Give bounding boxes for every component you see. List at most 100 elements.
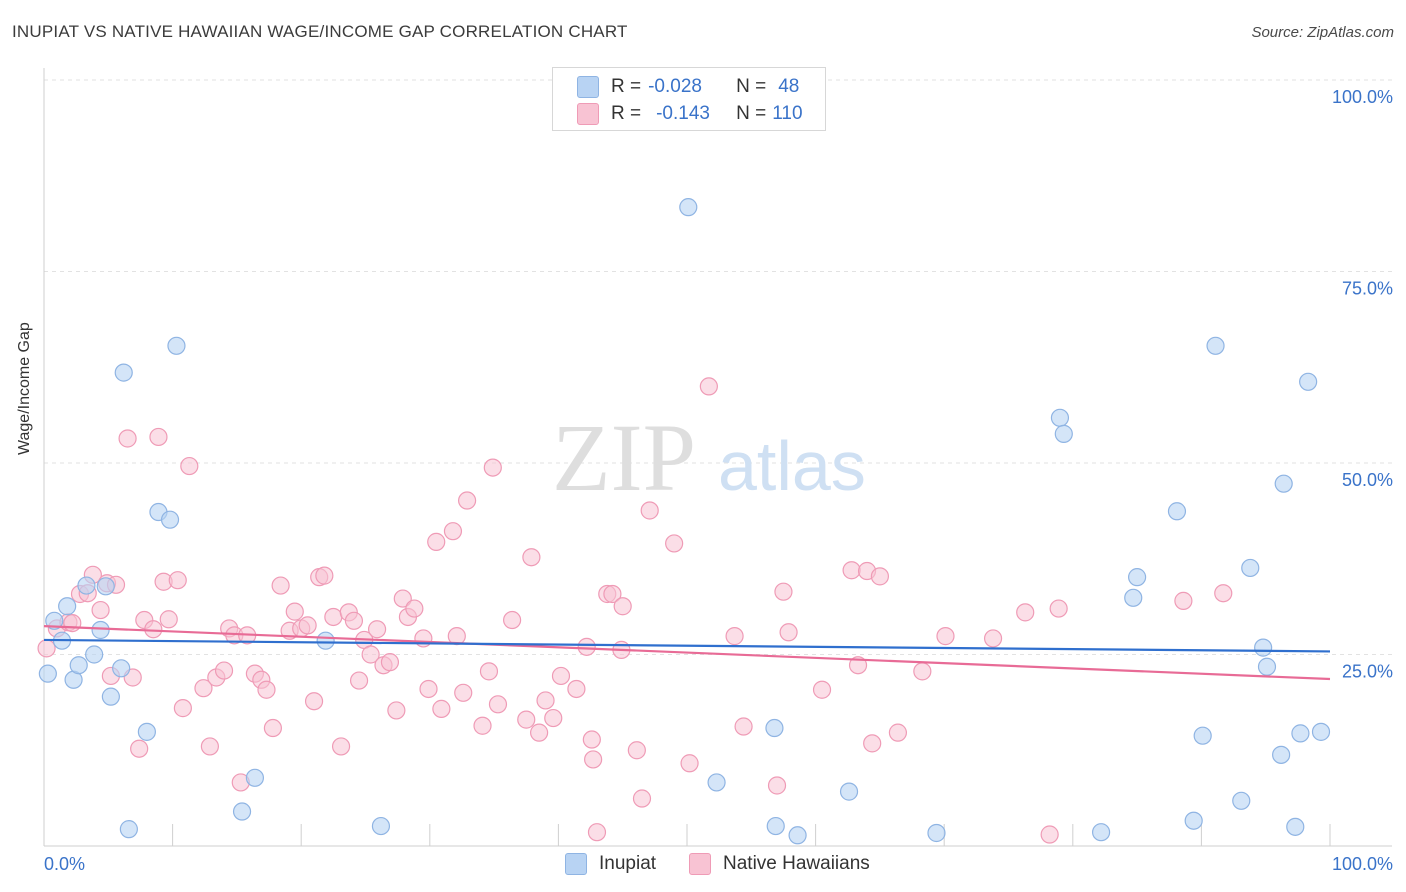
inupiat-point [707, 773, 726, 792]
inupiat-point [1127, 568, 1147, 587]
inupiat-point [1272, 745, 1291, 764]
inupiat-swatch [577, 76, 599, 98]
native-hawaiian-point [603, 584, 622, 604]
native-hawaiian-point [779, 623, 798, 642]
native-hawaiian-point [488, 695, 508, 714]
legend-label-native-hawaiians: Native Hawaiians [723, 853, 870, 874]
series-inupiat [38, 198, 1331, 845]
native-hawaiian-point [285, 602, 304, 621]
native-hawaiian-trend-line [43, 625, 1331, 681]
x-tick-label: 0.0% [44, 854, 85, 874]
r-label: R = [611, 103, 642, 124]
legend-row-native-hawaiians: R = -0.143 N = 110 [577, 102, 803, 126]
inupiat-point [38, 664, 57, 683]
n-label: N = [736, 103, 767, 124]
native-hawaiian-point [479, 662, 499, 681]
native-hawaiian-point [1174, 591, 1193, 610]
native-hawaiian-point [587, 823, 607, 842]
native-hawaiian-point [159, 610, 178, 629]
native-hawaiian-point [632, 789, 652, 808]
y-tick-label: 75.0% [1342, 279, 1393, 299]
inupiat-point [1241, 558, 1260, 578]
native-hawaiian-point [725, 627, 744, 646]
legend-row-inupiat: R = -0.028 N = 48 [577, 75, 799, 99]
native-hawaiian-point [304, 692, 324, 711]
native-hawaiian-point [767, 776, 787, 795]
r-value: -0.143 [656, 103, 710, 124]
native-hawaiian-point [361, 645, 380, 664]
native-hawaiian-point [144, 620, 163, 639]
inupiat-point [112, 659, 131, 678]
series-native-hawaiians [37, 377, 1233, 844]
native-hawaiian-point [812, 680, 832, 699]
native-hawaiian-point [405, 599, 424, 618]
watermark-zip: ZIP [552, 404, 696, 511]
native-hawaiians-swatch [689, 853, 711, 875]
native-hawaiian-point [298, 616, 317, 635]
native-hawaiian-point [200, 737, 219, 756]
correlation-legend: R = -0.028 N = 48 R = -0.143 N = 110 [552, 67, 826, 131]
inupiat-point [160, 510, 180, 529]
inupiat-point [137, 722, 156, 741]
native-hawaiian-point [665, 534, 684, 553]
inupiat-point [1206, 336, 1225, 355]
inupiat-point [114, 363, 133, 382]
native-hawaiian-point [551, 666, 571, 686]
watermark: ZIP atlas [552, 404, 866, 511]
inupiat-point [316, 631, 335, 650]
y-axis-label: Wage/Income Gap [16, 322, 33, 455]
native-hawaiian-point [324, 607, 343, 627]
inupiat-point [1050, 408, 1070, 427]
native-hawaiian-point [983, 629, 1003, 648]
inupiat-point [927, 823, 946, 843]
native-hawaiian-point [91, 600, 110, 620]
native-hawaiian-point [483, 458, 502, 477]
watermark-atlas: atlas [718, 427, 866, 505]
native-hawaiian-point [168, 571, 187, 590]
source-label: Source: ZipAtlas.com [1251, 24, 1394, 41]
native-hawaiian-point [380, 653, 400, 672]
inupiat-point [1311, 722, 1331, 741]
inupiat-point [1286, 817, 1305, 836]
native-hawaiian-point [517, 710, 536, 729]
inupiat-point [1299, 372, 1318, 391]
inupiat-point [1193, 726, 1212, 745]
bottom-legend-inupiat: Inupiat [565, 852, 656, 876]
native-hawaiian-point [194, 679, 213, 698]
inupiat-point [91, 620, 110, 640]
trend-lines [43, 625, 1331, 681]
native-hawaiians-swatch [577, 103, 599, 125]
y-tick-label: 25.0% [1342, 662, 1393, 682]
native-hawaiian-point [627, 741, 646, 760]
native-hawaiian-point [544, 708, 563, 728]
native-hawaiian-point [1049, 599, 1068, 618]
inupiat-point [1291, 724, 1310, 743]
x-tick-label: 100.0% [1332, 854, 1393, 874]
native-hawaiian-point [870, 567, 890, 586]
axes [43, 68, 1392, 847]
inupiat-point [679, 198, 698, 217]
native-hawaiian-point [774, 582, 793, 601]
inupiat-point [371, 816, 391, 836]
native-hawaiian-point [367, 620, 387, 639]
inupiat-point [766, 816, 785, 836]
native-hawaiian-point [913, 662, 932, 681]
inupiat-point [45, 611, 64, 630]
native-hawaiian-point [888, 723, 908, 742]
native-hawaiian-point [63, 613, 82, 633]
chart-title: INUPIAT VS NATIVE HAWAIIAN WAGE/INCOME G… [12, 22, 628, 41]
inupiat-swatch [565, 853, 587, 875]
native-hawaiian-point [180, 456, 199, 476]
native-hawaiian-point [848, 656, 868, 675]
native-hawaiian-point [699, 377, 718, 396]
r-label: R = [611, 76, 642, 97]
native-hawaiian-point [582, 730, 601, 749]
inupiat-point [1232, 791, 1251, 810]
native-hawaiian-point [419, 679, 438, 699]
native-hawaiian-point [457, 491, 477, 510]
native-hawaiian-point [1040, 825, 1059, 844]
inupiat-point [1254, 638, 1273, 657]
inupiat-point [1054, 424, 1073, 443]
native-hawaiian-point [842, 561, 861, 580]
legend-label-inupiat: Inupiat [599, 853, 657, 874]
